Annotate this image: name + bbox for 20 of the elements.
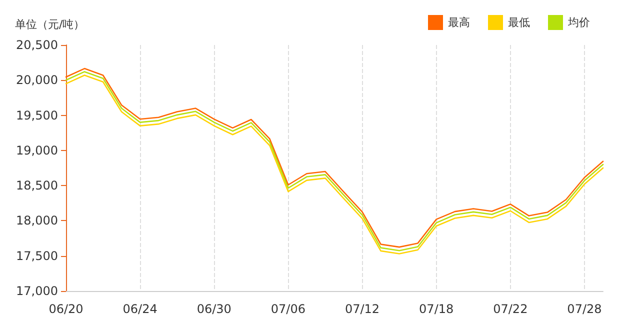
legend-label: 最高 [448,16,470,29]
legend-label: 均价 [567,16,590,29]
y-tick-label: 19,500 [16,108,58,122]
y-tick-label: 18,000 [16,214,58,228]
x-tick-label: 07/12 [344,302,380,316]
y-tick-label: 20,000 [16,73,58,88]
y-tick-label: 17,000 [16,284,58,298]
y-tick-label: 18,500 [16,178,58,193]
x-tick-label: 07/28 [567,302,602,316]
x-tick-label: 07/06 [270,302,306,316]
x-tick-label: 06/30 [196,302,232,316]
legend-label: 最低 [508,16,530,29]
x-tick-label: 06/20 [48,302,84,316]
x-tick-label: 07/22 [493,302,528,316]
x-tick-label: 06/24 [122,302,158,316]
y-axis-title: 单位（元/吨） [15,18,85,31]
y-tick-label: 17,500 [16,248,58,263]
y-tick-label: 19,000 [16,143,58,158]
y-tick-label: 20,500 [16,38,58,52]
x-tick-label: 07/18 [419,302,454,316]
